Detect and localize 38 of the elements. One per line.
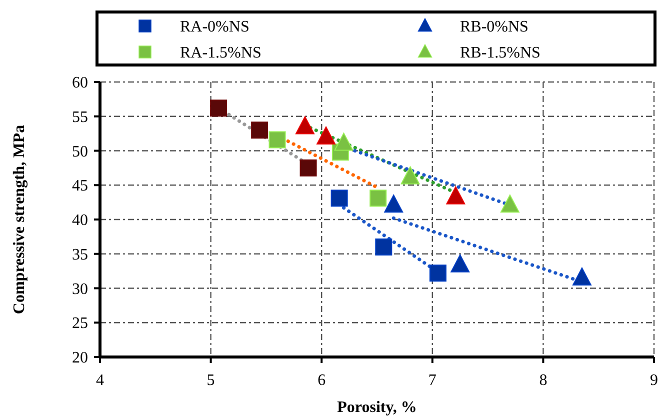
y-tick-label: 40 [72,212,88,230]
point [210,100,228,117]
x-tick-label: 5 [206,372,215,389]
y-tick-label: 35 [72,246,88,264]
point [334,132,354,151]
legend-label: RA-1.5%NS [180,44,262,62]
x-tick-label: 9 [650,372,658,389]
point [384,194,404,213]
y-tick-label: 30 [72,280,88,298]
x-axis-title: Porosity, % [337,399,417,416]
point [300,159,317,176]
y-tick-label: 55 [72,108,88,126]
y-axis-title: Compressive strength, MPa [11,124,28,314]
point [572,267,592,286]
legend-label: RB-1.5%NS [460,44,540,62]
point [429,264,446,282]
x-tick-label: 4 [96,372,104,389]
y-tick-label: 60 [72,74,88,92]
point [400,166,420,184]
x-tick-label: 6 [318,372,326,389]
point [251,122,268,139]
x-tick-label: 8 [539,372,548,389]
point [295,116,314,134]
y-tick-label: 25 [72,315,88,332]
point [330,190,348,207]
point [370,190,387,207]
x-tick-label: 7 [428,372,436,389]
point [268,131,286,148]
legend-label: RB-0%NS [460,18,528,36]
y-tick-label: 50 [72,143,88,160]
point [316,126,336,144]
y-tick-label: 20 [72,350,88,367]
point [375,238,392,256]
point [500,194,520,213]
legend-label: RA-0%NS [180,18,250,36]
point [450,254,470,272]
point [446,186,466,204]
y-tick-label: 45 [72,178,88,195]
